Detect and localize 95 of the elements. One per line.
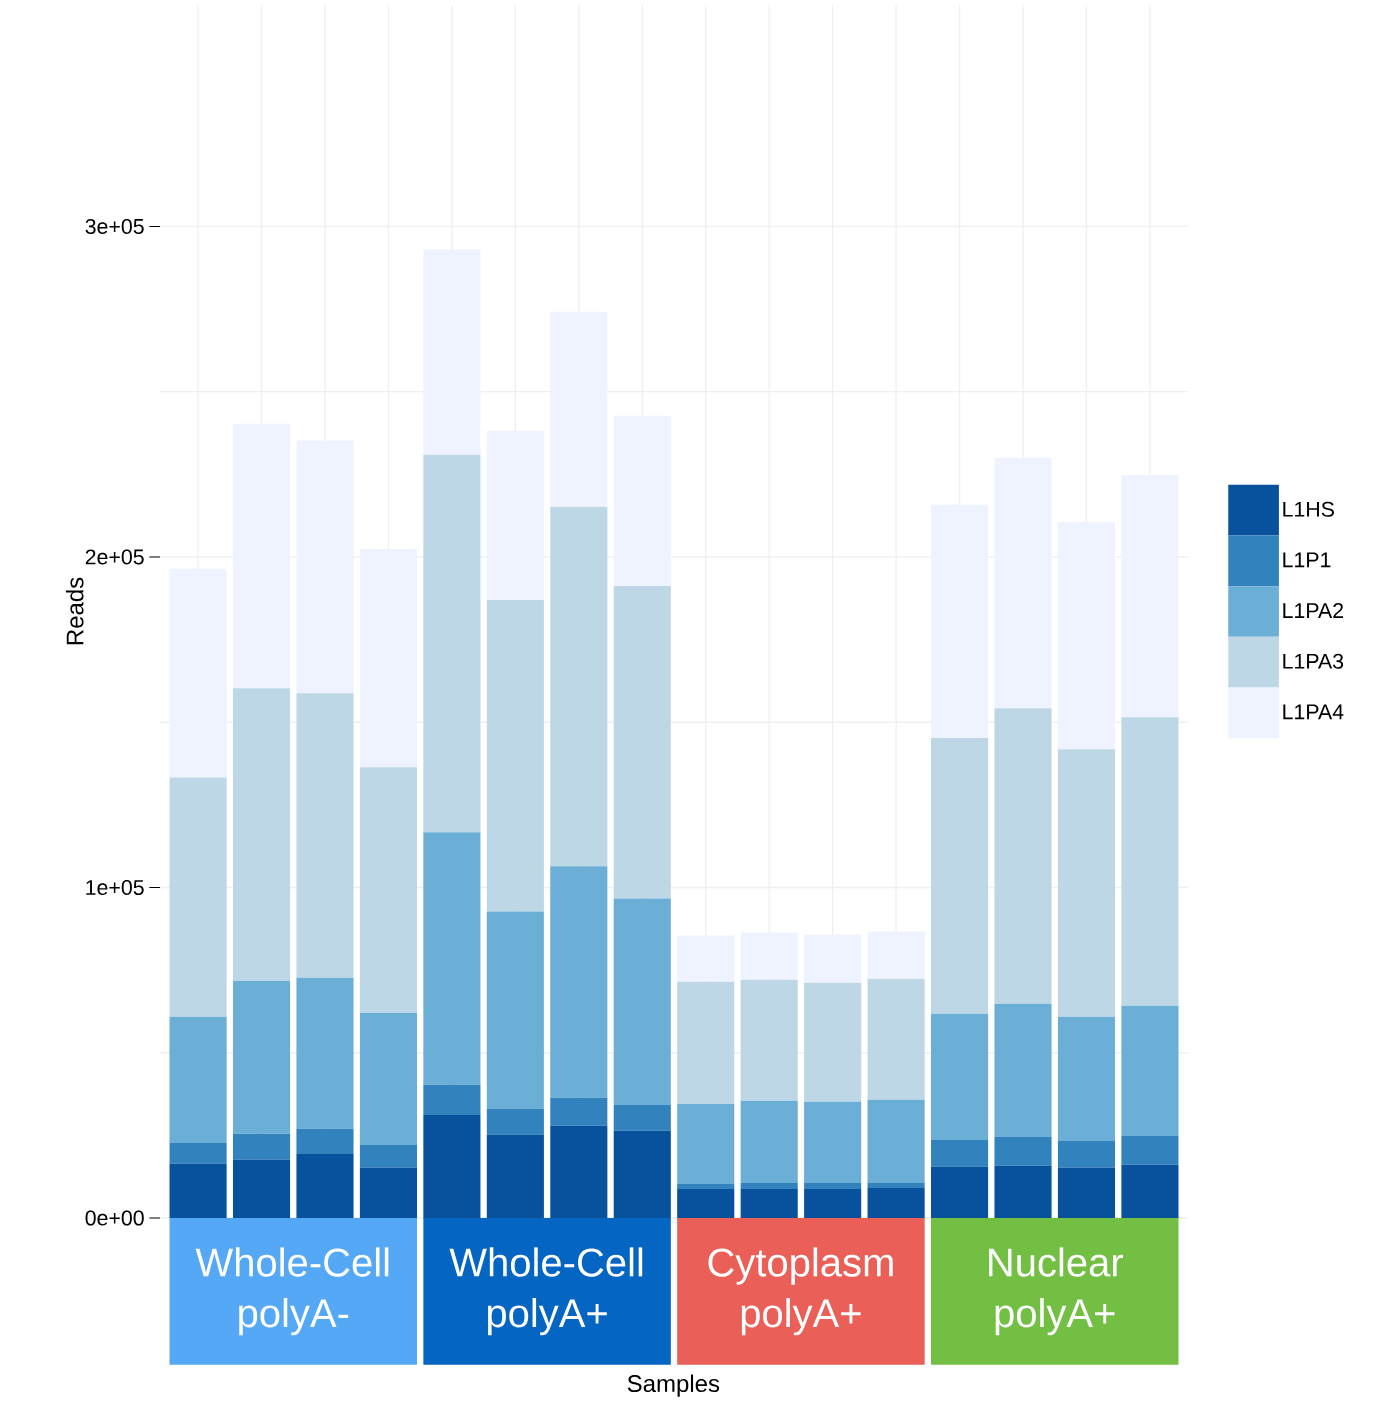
bar <box>1121 1164 1179 1218</box>
bar <box>931 1140 989 1167</box>
bar <box>232 423 291 689</box>
bar <box>423 832 481 1085</box>
y-tick-label: 0e+00 <box>85 1210 144 1226</box>
bar <box>994 1003 1052 1138</box>
bar <box>169 1142 227 1164</box>
bar <box>740 932 798 980</box>
bar <box>740 1100 798 1183</box>
bar <box>423 1084 481 1115</box>
bar <box>804 1101 862 1183</box>
bar <box>867 978 925 1100</box>
bar <box>804 1188 862 1218</box>
bar <box>613 1130 671 1218</box>
bar <box>677 1188 735 1218</box>
text: Whole-Cell polyA+ <box>449 1247 643 1336</box>
bar <box>804 934 862 983</box>
bar <box>423 249 481 455</box>
bar <box>677 935 735 982</box>
bar <box>486 430 544 600</box>
y-tick-label: 3e+05 <box>85 218 144 234</box>
bar <box>296 1128 354 1154</box>
bar <box>867 1182 925 1188</box>
text: Nuclear polyA+ <box>989 1247 1123 1336</box>
bar <box>169 568 227 778</box>
bar <box>550 1125 608 1218</box>
bar <box>359 1167 417 1218</box>
text: Samples <box>627 1374 720 1397</box>
legend-label: L1P1 <box>1283 552 1331 568</box>
bar <box>740 1182 798 1189</box>
bar <box>1121 474 1179 718</box>
bar <box>804 982 862 1102</box>
bar <box>994 1137 1052 1166</box>
bar <box>296 440 354 694</box>
bar <box>677 1183 735 1189</box>
bar <box>359 1144 417 1168</box>
bar <box>1057 1140 1116 1168</box>
bar <box>423 454 481 833</box>
bar <box>1057 749 1116 1017</box>
bar <box>296 977 354 1129</box>
bar <box>740 979 798 1101</box>
bar <box>613 586 671 899</box>
bar <box>486 599 544 912</box>
text: Whole-Cell polyA- <box>195 1247 389 1336</box>
bar <box>1057 1016 1116 1141</box>
bar <box>550 506 608 867</box>
bar <box>232 1159 291 1218</box>
bar <box>867 1099 925 1183</box>
bar <box>677 1103 735 1184</box>
legend-label: L1PA3 <box>1283 653 1344 669</box>
bar <box>867 1187 925 1218</box>
legend-label: L1PA4 <box>1283 704 1344 720</box>
bar <box>1121 1005 1179 1137</box>
bar <box>359 1012 417 1145</box>
bar <box>232 980 291 1134</box>
bar <box>423 1114 481 1218</box>
bar <box>169 1163 227 1218</box>
legend-label: L1HS <box>1283 501 1334 517</box>
bar <box>550 311 608 507</box>
bar <box>1121 1136 1179 1165</box>
bar <box>804 1182 862 1189</box>
bar <box>232 1133 291 1160</box>
bar <box>613 1104 671 1131</box>
bar <box>1057 1167 1116 1218</box>
bar <box>994 457 1052 709</box>
bar <box>613 898 671 1105</box>
bar <box>232 688 291 981</box>
bar <box>931 738 989 1014</box>
bar <box>1057 521 1116 750</box>
bar <box>931 504 989 739</box>
bar <box>169 1016 227 1143</box>
text: Cytoplasm polyA+ <box>708 1247 893 1336</box>
bar <box>359 549 417 768</box>
bar <box>867 931 925 979</box>
bar <box>486 1134 544 1218</box>
bar <box>994 1165 1052 1218</box>
bar <box>296 1153 354 1218</box>
bar <box>740 1188 798 1218</box>
y-tick-label: 1e+05 <box>86 879 144 896</box>
bar <box>931 1166 989 1218</box>
bar <box>296 693 354 978</box>
bar <box>931 1013 989 1140</box>
y-tick-label: 2e+05 <box>85 549 144 565</box>
bar <box>486 1108 544 1135</box>
bar <box>486 911 544 1109</box>
bar <box>994 708 1052 1004</box>
bar <box>169 777 227 1017</box>
bar <box>550 866 608 1098</box>
bar <box>359 767 417 1013</box>
bar <box>677 981 735 1104</box>
legend-label: L1PA2 <box>1283 603 1343 618</box>
y-axis-title: Reads <box>65 577 84 645</box>
bar <box>1121 717 1179 1006</box>
bar <box>550 1097 608 1126</box>
bar <box>613 415 671 587</box>
